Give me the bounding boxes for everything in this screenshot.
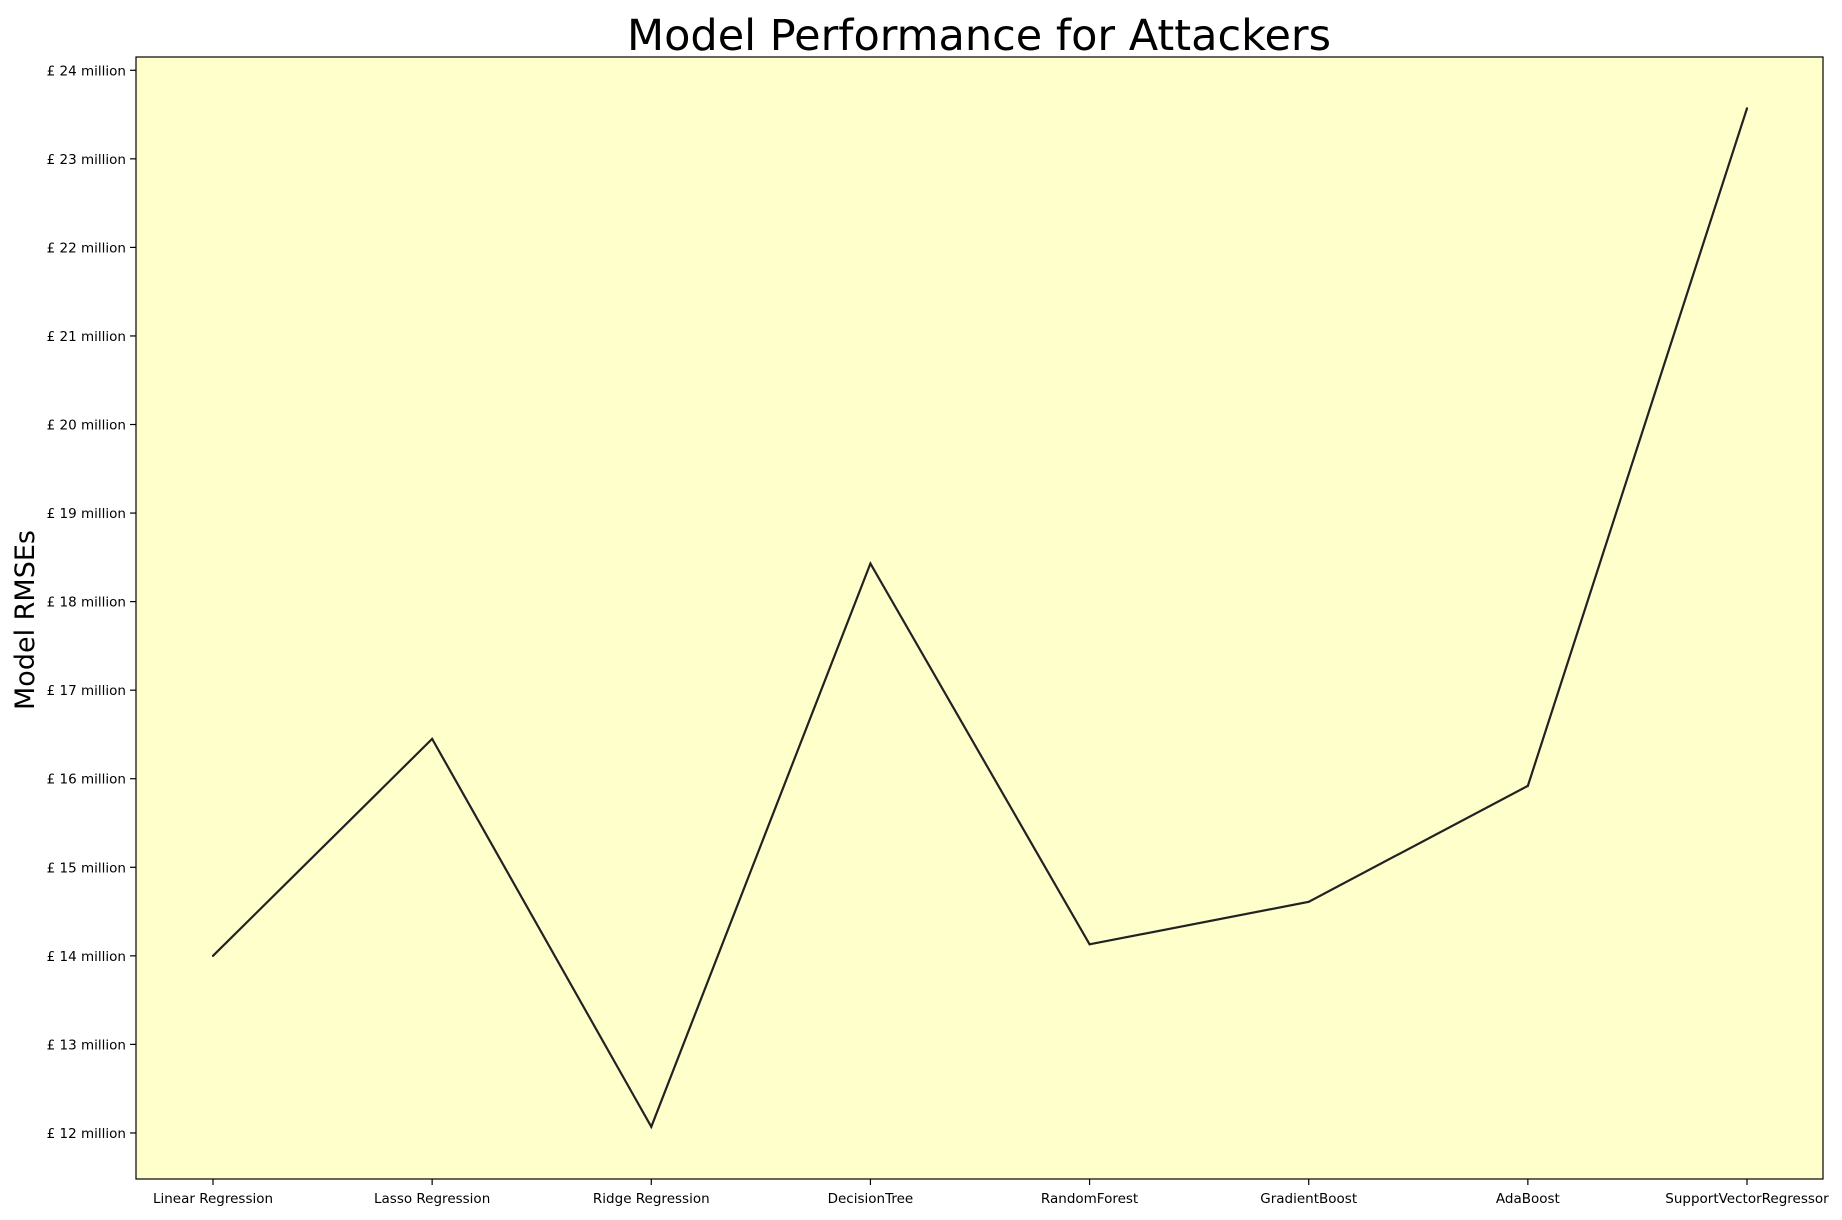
data-point bbox=[1745, 107, 1749, 110]
x-tick-label: Lasso Regression bbox=[374, 1191, 490, 1207]
y-tick-label: £ 24 million bbox=[47, 63, 126, 79]
y-tick-label: £ 23 million bbox=[47, 152, 126, 168]
y-tick-label: £ 21 million bbox=[47, 329, 126, 345]
data-points bbox=[211, 107, 1749, 1128]
y-tick-label: £ 22 million bbox=[47, 240, 126, 256]
y-tick-label: £ 16 million bbox=[47, 772, 126, 788]
y-tick-label: £ 18 million bbox=[47, 595, 126, 611]
y-axis-label: Model RMSEs bbox=[10, 530, 41, 710]
x-tick-label: RandomForest bbox=[1041, 1191, 1138, 1207]
data-point bbox=[1526, 784, 1529, 787]
y-tick-label: £ 13 million bbox=[47, 1037, 126, 1053]
chart-title: Model Performance for Attackers bbox=[627, 11, 1331, 61]
y-tick-label: £ 17 million bbox=[47, 683, 126, 699]
y-tick-label: £ 12 million bbox=[47, 1126, 126, 1142]
x-tick-label: SupportVectorRegressor bbox=[1665, 1191, 1829, 1207]
data-point bbox=[869, 562, 872, 565]
data-point bbox=[1307, 900, 1310, 903]
y-tick-label: £ 19 million bbox=[47, 506, 126, 522]
plot-frame bbox=[135, 56, 1824, 1180]
x-tick-label: DecisionTree bbox=[828, 1191, 914, 1207]
x-axis: Linear Regression Lasso Regression Ridge R… bbox=[153, 1179, 1829, 1207]
data-point bbox=[650, 1125, 653, 1128]
x-tick-label: AdaBoost bbox=[1496, 1191, 1560, 1207]
data-point bbox=[1088, 943, 1091, 946]
data-point bbox=[431, 737, 434, 740]
x-tick-label: GradientBoost bbox=[1260, 1191, 1357, 1207]
y-axis: £ 12 million £ 13 million £ 14 million £ 15… bbox=[47, 63, 136, 1142]
x-tick-label: Ridge Regression bbox=[593, 1191, 710, 1207]
series-line bbox=[212, 108, 1749, 1130]
y-tick-label: £ 20 million bbox=[47, 418, 126, 434]
y-tick-label: £ 14 million bbox=[47, 949, 126, 965]
plot-area bbox=[136, 57, 1823, 1179]
data-point bbox=[211, 954, 215, 957]
y-tick-label: £ 15 million bbox=[47, 860, 126, 876]
x-tick-label: Linear Regression bbox=[153, 1191, 273, 1207]
